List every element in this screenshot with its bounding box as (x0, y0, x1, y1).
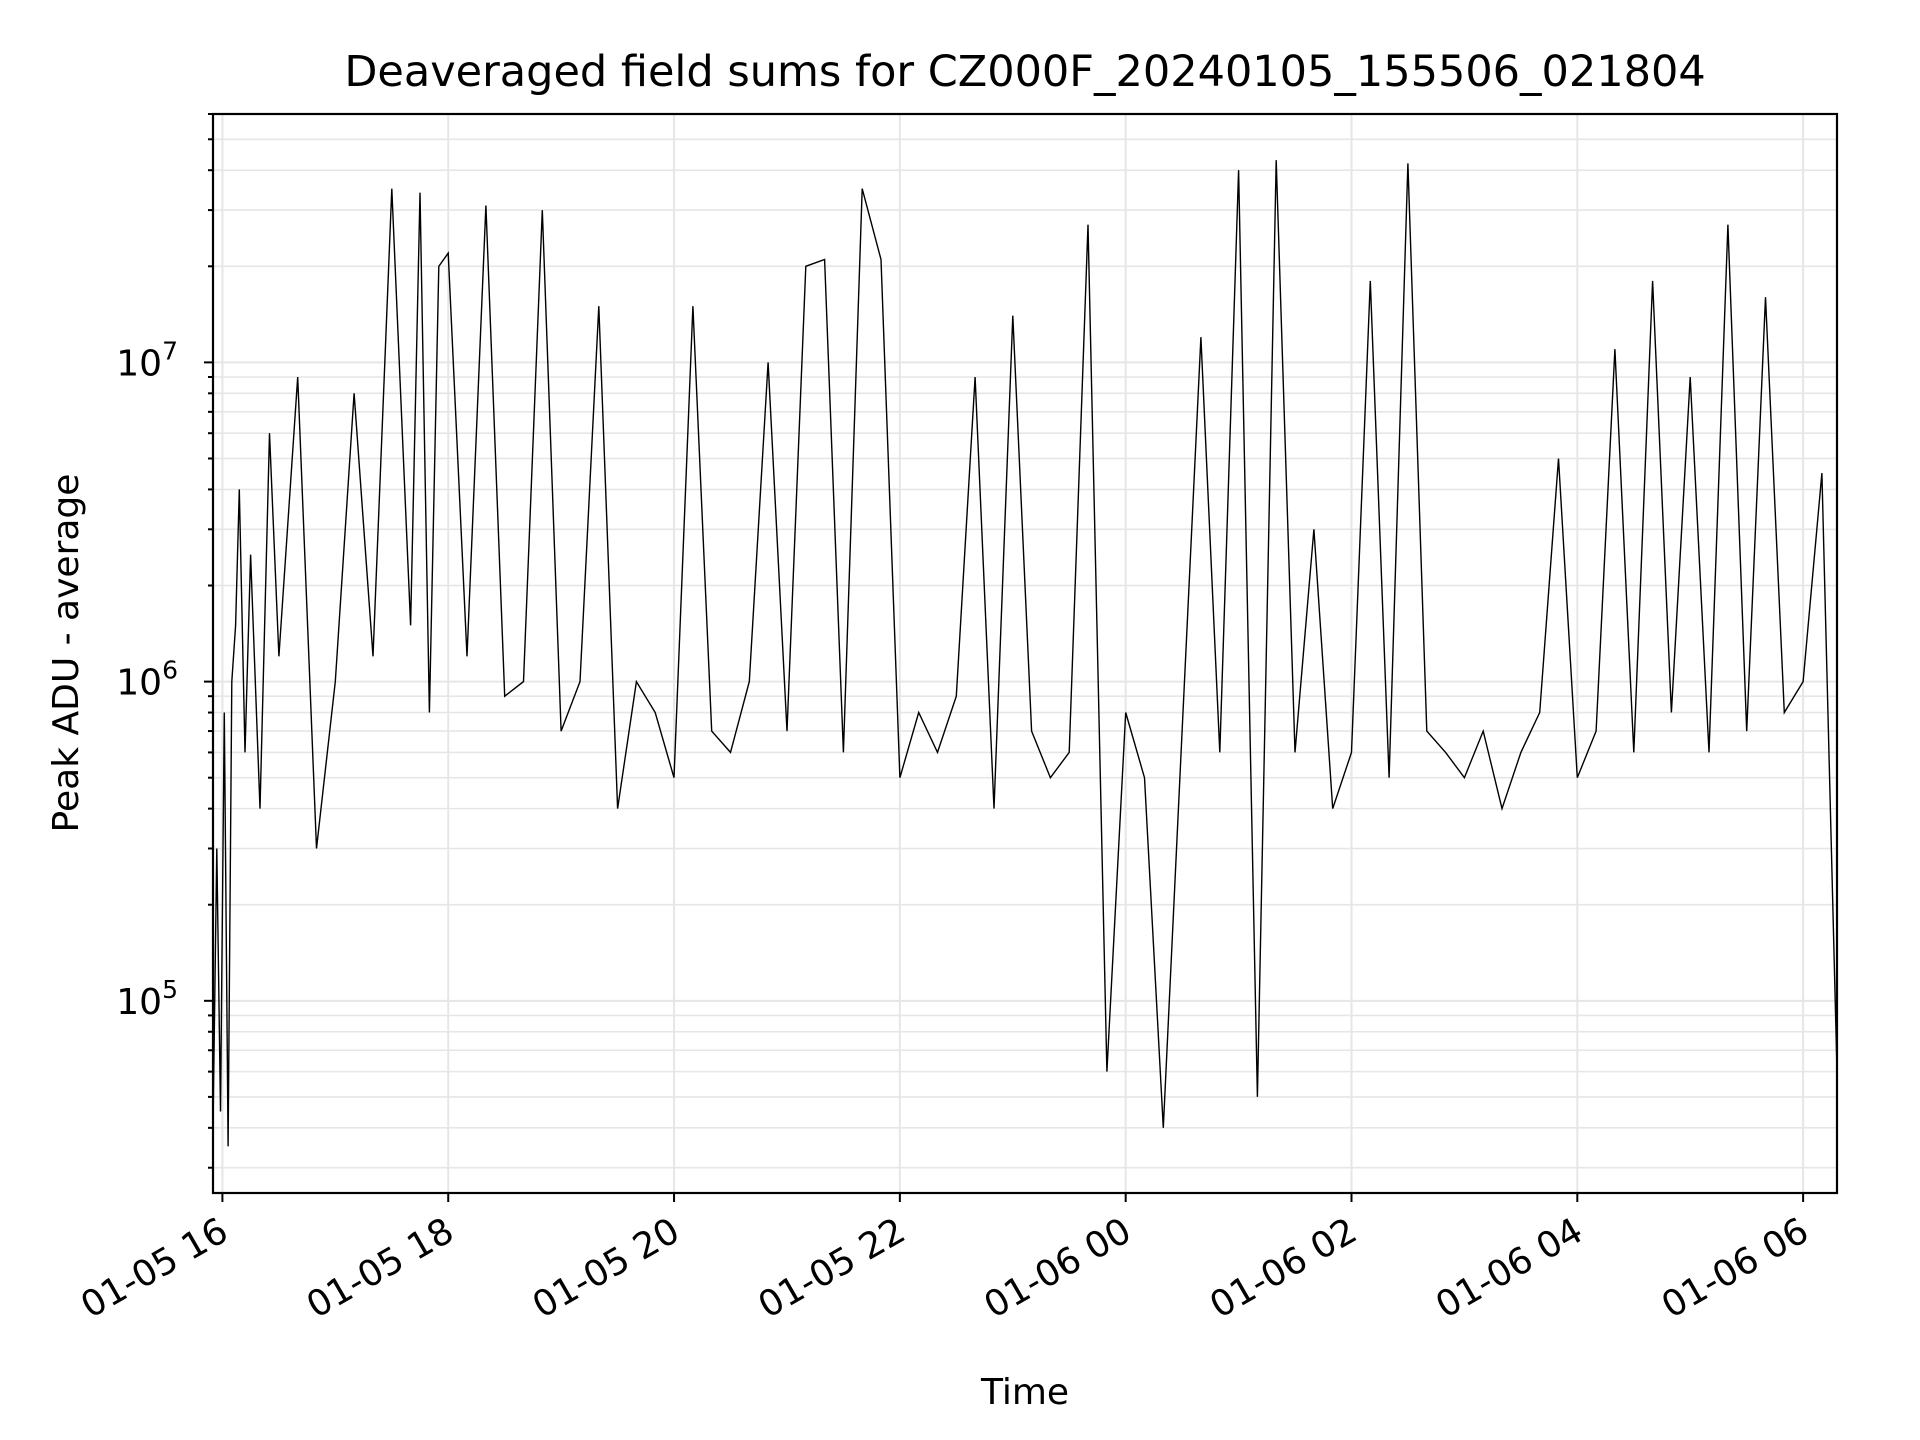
plot-frame (211, 112, 1839, 1195)
y-axis: 105 106 107 (116, 113, 213, 1169)
y-tick-label: 107 (116, 336, 178, 384)
y-axis-label: Peak ADU - average (46, 474, 87, 833)
y-tick-label: 106 (116, 656, 178, 704)
series-line (212, 160, 1838, 1147)
grid (213, 113, 1837, 1193)
data-layer (212, 160, 1838, 1147)
chart-title: Deaveraged field sums for CZ000F_2024010… (344, 47, 1705, 97)
y-tick-label: 105 (116, 975, 178, 1023)
x-axis-label: Time (980, 1372, 1069, 1413)
